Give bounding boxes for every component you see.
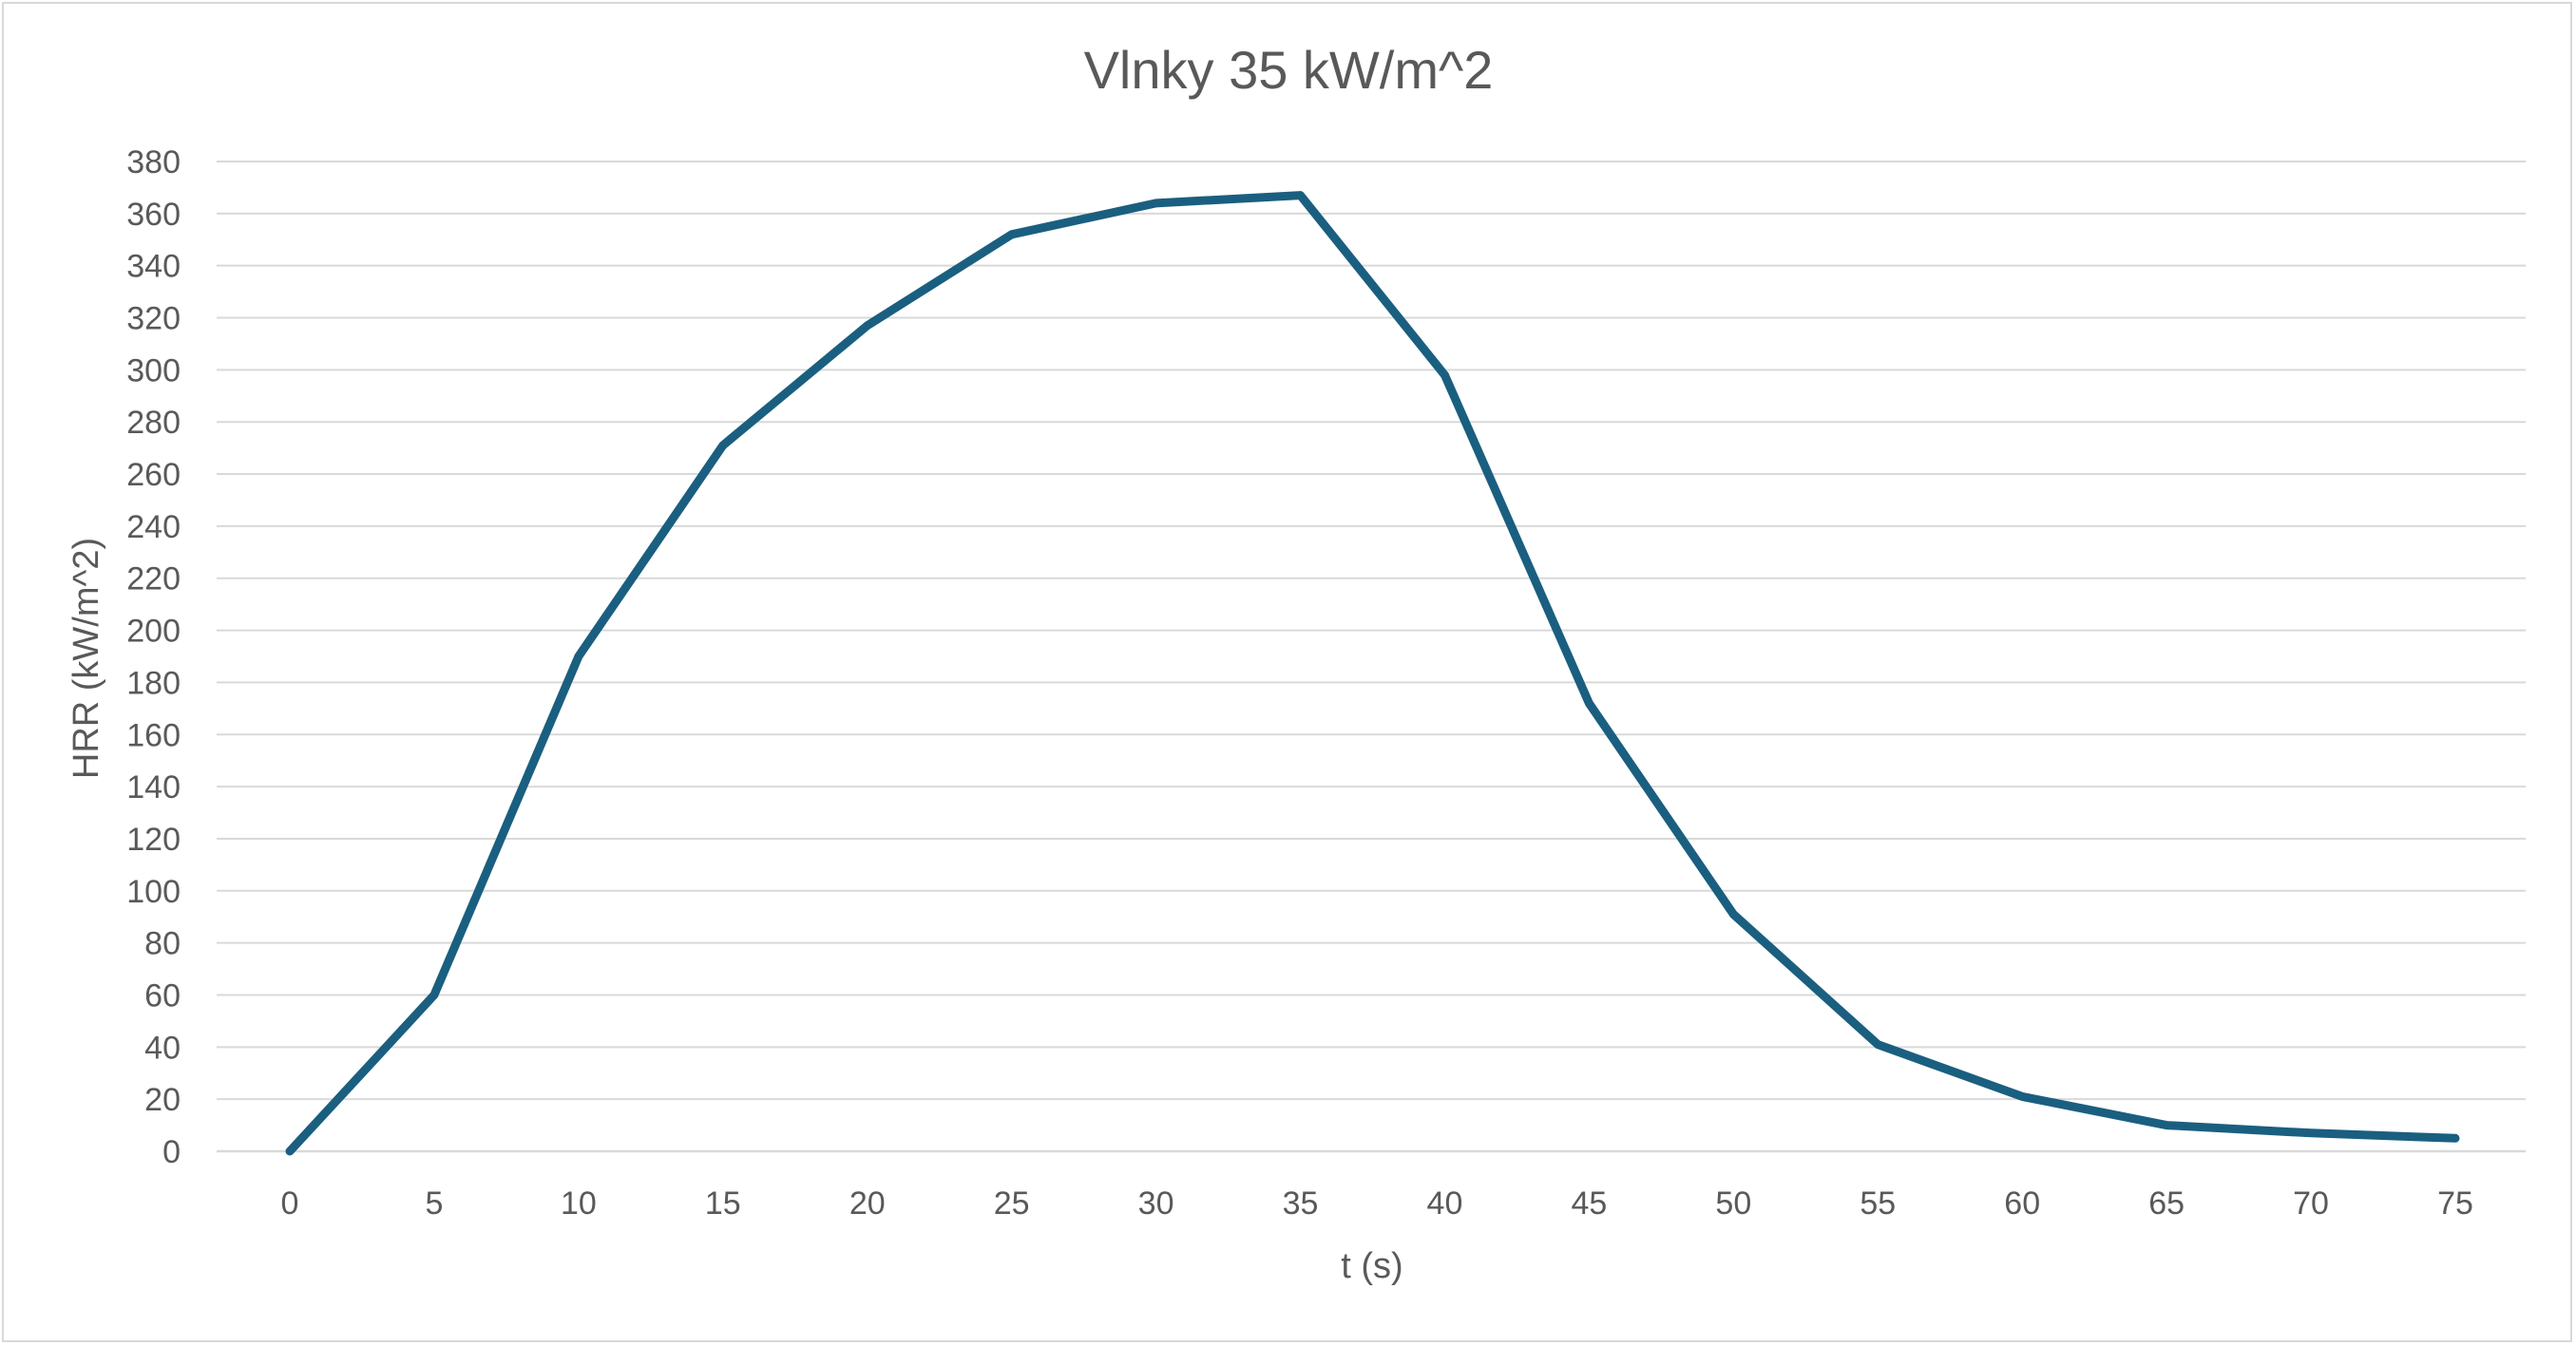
y-tick-label: 260 (126, 457, 181, 493)
y-tick-label: 360 (126, 197, 181, 233)
x-tick-label: 75 (2437, 1185, 2473, 1222)
y-tick-label: 300 (126, 352, 181, 389)
y-tick-label: 120 (126, 822, 181, 858)
x-tick-label: 5 (425, 1185, 443, 1222)
x-axis-title: t (s) (1341, 1246, 1402, 1286)
y-tick-label: 60 (144, 977, 181, 1014)
y-tick-label: 240 (126, 509, 181, 545)
y-tick-label: 0 (162, 1134, 181, 1170)
x-tick-label: 15 (705, 1185, 741, 1222)
chart-title: Vlnky 35 kW/m^2 (1084, 40, 1494, 100)
x-tick-label: 35 (1283, 1185, 1319, 1222)
series-line (285, 191, 2460, 1156)
x-tick-label: 10 (561, 1185, 597, 1222)
x-tick-label: 45 (1571, 1185, 1607, 1222)
y-tick-label: 180 (126, 665, 181, 701)
y-axis-ticks: 0 20 40 60 80 100 120 140 160 180 200 220 240 260 280 3… (126, 144, 181, 1170)
y-tick-label: 220 (126, 561, 181, 597)
y-tick-label: 20 (144, 1082, 181, 1118)
x-tick-label: 50 (1715, 1185, 1751, 1222)
gridlines (217, 161, 2526, 1101)
x-tick-label: 55 (1860, 1185, 1896, 1222)
y-tick-label: 380 (126, 144, 181, 180)
x-tick-label: 65 (2148, 1185, 2185, 1222)
y-tick-label: 100 (126, 874, 181, 910)
x-axis-ticks: 0 5 10 15 20 25 30 35 40 45 50 55 60 65 70 75 (281, 1185, 2473, 1222)
x-tick-label: 20 (849, 1185, 886, 1222)
x-tick-label: 30 (1138, 1185, 1174, 1222)
x-tick-label: 0 (281, 1185, 299, 1222)
x-tick-label: 70 (2293, 1185, 2329, 1222)
y-tick-label: 40 (144, 1030, 181, 1066)
x-tick-label: 40 (1427, 1185, 1463, 1222)
y-tick-label: 140 (126, 769, 181, 806)
y-tick-label: 160 (126, 717, 181, 753)
y-tick-label: 280 (126, 405, 181, 441)
y-tick-label: 340 (126, 249, 181, 285)
y-tick-label: 80 (144, 926, 181, 962)
x-tick-label: 25 (994, 1185, 1030, 1222)
x-tick-label: 60 (2004, 1185, 2040, 1222)
y-tick-label: 200 (126, 614, 181, 650)
y-tick-label: 320 (126, 301, 181, 337)
y-axis-title: HRR (kW/m^2) (67, 538, 106, 779)
